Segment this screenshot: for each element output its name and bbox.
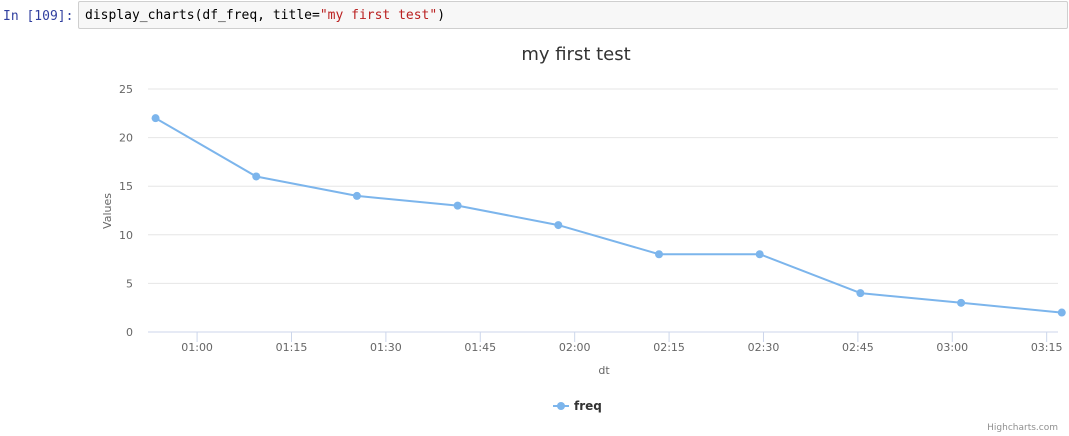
series-freq xyxy=(151,114,1066,317)
chart-title: my first test xyxy=(521,44,630,65)
code-prefix: display_charts(df_freq, title= xyxy=(85,8,320,23)
grid-lines xyxy=(148,88,1058,284)
data-point[interactable] xyxy=(151,114,160,123)
y-tick-label: 20 xyxy=(119,132,133,145)
legend-item-freq[interactable]: freq xyxy=(574,399,602,413)
code-input[interactable]: display_charts(df_freq, title="my first … xyxy=(78,1,1068,29)
x-tick-label: 03:15 xyxy=(1031,341,1063,354)
x-axis: 01:00 01:15 01:30 01:45 02:00 02:15 02:30 02:45… xyxy=(148,331,1063,354)
x-tick-label: 02:15 xyxy=(653,341,685,354)
credits-link[interactable]: Highcharts.com xyxy=(987,423,1058,433)
data-point[interactable] xyxy=(655,250,664,259)
code-line[interactable]: display_charts(df_freq, title="my first … xyxy=(85,8,445,23)
code-suffix: ) xyxy=(437,8,446,23)
x-tick-label: 01:00 xyxy=(181,341,213,354)
series-line xyxy=(155,117,1062,314)
x-tick-label: 03:00 xyxy=(936,341,968,354)
x-tick-label: 02:00 xyxy=(559,341,591,354)
data-point[interactable] xyxy=(252,172,261,181)
cell-prompt: In [109]: xyxy=(3,9,74,24)
data-point[interactable] xyxy=(957,298,966,307)
y-tick-label: 5 xyxy=(126,277,133,290)
y-axis-label: Values xyxy=(101,193,114,229)
x-tick-label: 01:15 xyxy=(276,341,308,354)
data-point[interactable] xyxy=(352,191,361,200)
notebook-cell: In [109]: display_charts(df_freq, title=… xyxy=(0,0,1069,32)
y-axis-ticks: 0 5 10 15 20 25 xyxy=(119,83,133,339)
data-point[interactable] xyxy=(554,221,563,230)
legend-marker xyxy=(557,402,565,410)
x-tick-label: 02:45 xyxy=(842,341,874,354)
x-tick-label: 01:30 xyxy=(370,341,402,354)
y-tick-label: 10 xyxy=(119,229,133,242)
x-tick-label: 02:30 xyxy=(748,341,780,354)
legend[interactable]: freq xyxy=(553,399,602,413)
y-tick-label: 15 xyxy=(119,180,133,193)
data-point[interactable] xyxy=(755,250,764,259)
x-axis-label: dt xyxy=(598,364,610,377)
code-string: "my first test" xyxy=(319,8,438,23)
data-point[interactable] xyxy=(453,201,462,210)
data-point[interactable] xyxy=(856,289,865,298)
data-point[interactable] xyxy=(1057,308,1066,317)
x-tick-label: 01:45 xyxy=(464,341,496,354)
y-tick-label: 25 xyxy=(119,83,133,96)
y-tick-label: 0 xyxy=(126,326,133,339)
